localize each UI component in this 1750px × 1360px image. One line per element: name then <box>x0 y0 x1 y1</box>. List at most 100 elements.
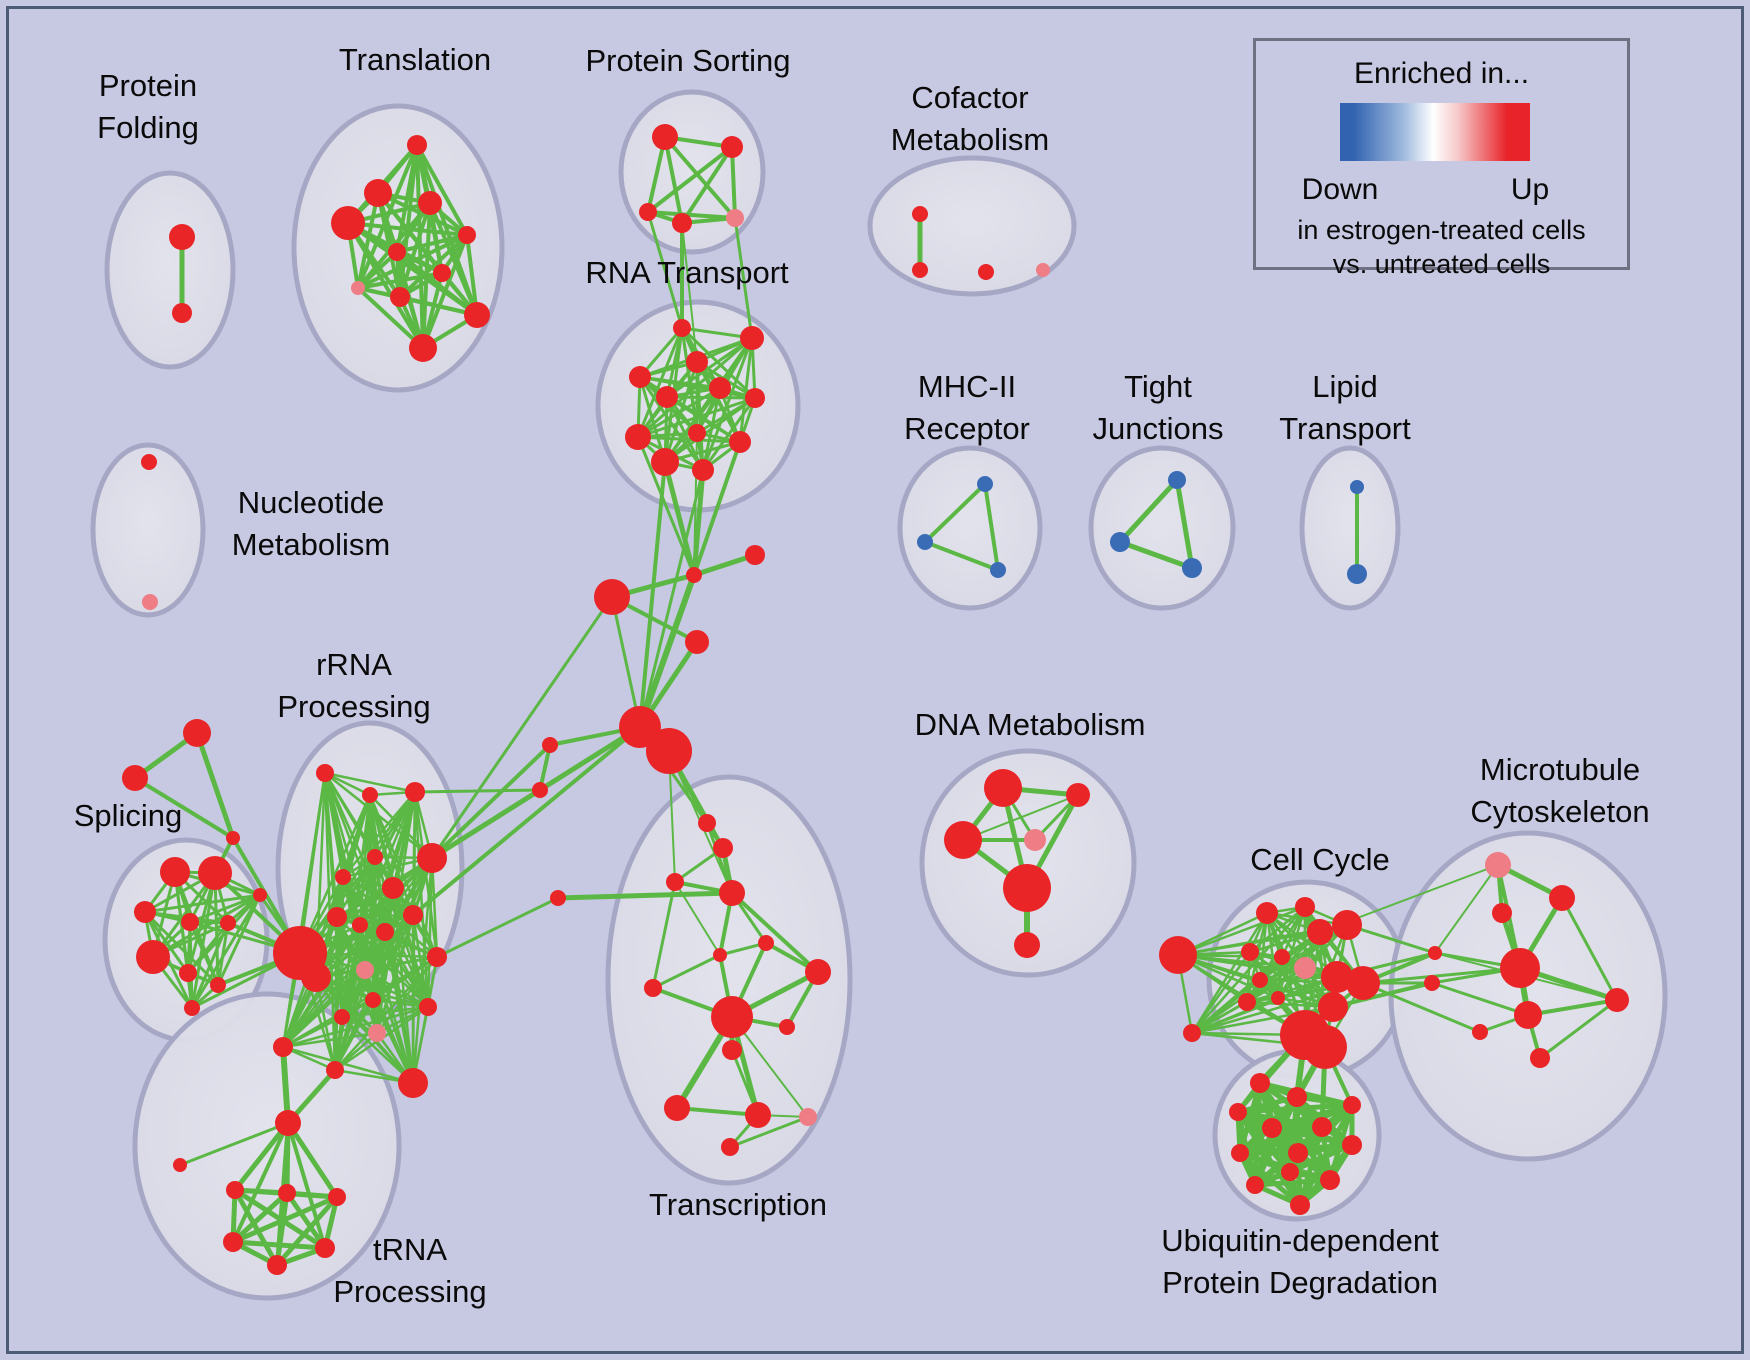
splicing-node <box>210 977 226 993</box>
rrna-edge <box>281 1005 430 1049</box>
rrna-node <box>419 998 437 1016</box>
mhc_receptor-label: MHC-II <box>918 369 1016 404</box>
dna_metabolism-node <box>1024 829 1046 851</box>
microtubule-edge <box>1430 981 1530 1017</box>
trna-node <box>267 1255 287 1275</box>
trna-node <box>275 1110 301 1136</box>
translation-edge <box>346 221 425 350</box>
rrna-node <box>301 962 331 992</box>
rna_transport-edge <box>701 396 757 472</box>
rrna-node <box>368 1024 386 1042</box>
ubiquitin-node <box>1312 1117 1332 1137</box>
cross-edge <box>413 788 542 794</box>
transcription-node <box>779 1019 795 1035</box>
cofactor-node <box>912 206 928 222</box>
nucleotide-node <box>142 594 158 610</box>
protein_folding-node <box>169 224 195 250</box>
translation-edge <box>465 233 479 317</box>
bridges-edge <box>610 595 642 729</box>
cluster-labels: Protein Folding Translation Protein Sorting… <box>74 42 1650 1309</box>
rrna-node <box>327 907 347 927</box>
protein_sorting-edge <box>730 145 737 220</box>
microtubule-node <box>1472 1024 1488 1040</box>
trna-edge <box>231 1121 290 1244</box>
translation-node <box>351 281 365 295</box>
microtubule-edge <box>1538 998 1619 1060</box>
ubiquitin-node <box>1320 1170 1340 1190</box>
ubiquitin-label: Protein Degradation <box>1162 1265 1438 1300</box>
cell_cycle-node <box>1307 919 1333 945</box>
dna_metabolism-region <box>919 748 1137 978</box>
splicing-node <box>160 857 190 887</box>
protein_sorting-edge <box>646 145 734 214</box>
cross-edge <box>411 725 642 917</box>
tight_junctions-node <box>1168 471 1186 489</box>
rna_transport-node <box>673 319 691 337</box>
cross-edge <box>1361 981 1482 1034</box>
rna_transport-node <box>651 448 679 476</box>
cell_cycle-node <box>1294 957 1316 979</box>
cell_cycle-edge <box>1190 1000 1249 1035</box>
tight_junctions-node <box>1182 558 1202 578</box>
transcription-node <box>745 1102 771 1128</box>
splicing-node <box>253 888 267 902</box>
rrna-edge <box>281 886 395 1049</box>
tight_junctions-label: Junctions <box>1093 411 1224 446</box>
translation-edge <box>356 271 444 290</box>
trna-edge <box>178 1121 290 1167</box>
lipid_transport-node <box>1350 480 1364 494</box>
cell_cycle-node <box>1252 972 1268 988</box>
cell_cycle-node <box>1346 966 1380 1000</box>
rna_transport-node <box>625 424 651 450</box>
trna-edge <box>274 1190 290 1268</box>
transcription-node <box>713 838 733 858</box>
transcription-node <box>805 959 831 985</box>
bridges-node <box>532 782 548 798</box>
rrna-edge <box>335 913 415 919</box>
dna_metabolism-node <box>984 769 1022 807</box>
cross-edge <box>662 459 697 578</box>
cofactor-label: Metabolism <box>891 122 1050 157</box>
mhc_receptor-node <box>977 476 993 492</box>
microtubule-edge <box>1434 864 1499 954</box>
rna_transport-node <box>729 431 751 453</box>
legend-title: Enriched in... <box>1353 57 1530 90</box>
cross-edge <box>555 890 735 901</box>
rrna-node <box>367 849 383 865</box>
protein_sorting-edge <box>663 135 684 225</box>
nucleotide-label: Metabolism <box>232 527 391 562</box>
nucleotide-node <box>141 454 157 470</box>
rrna-label: rRNA <box>316 647 392 682</box>
cell_cycle-node <box>1256 902 1278 924</box>
trna-edge <box>284 1190 328 1251</box>
rna_transport-edge <box>738 336 754 444</box>
ubiquitin-edge <box>1235 1102 1355 1115</box>
transcription-edge <box>651 880 677 990</box>
ubiquitin-node <box>1229 1103 1247 1121</box>
protein_sorting-node <box>639 203 657 221</box>
dna_metabolism-label: DNA Metabolism <box>915 707 1146 742</box>
splicing-edge <box>190 893 262 1010</box>
ubiquitin-edge <box>1235 1109 1303 1208</box>
cell_cycle-node <box>1303 1025 1347 1069</box>
translation-edge <box>398 295 479 317</box>
ubiquitin-node <box>1281 1163 1299 1181</box>
translation-node <box>390 287 410 307</box>
trna-edge <box>230 1239 328 1251</box>
transcription-label: Transcription <box>649 1187 827 1222</box>
cofactor-node <box>912 262 928 278</box>
rrna-edge <box>314 975 415 1085</box>
cell_cycle-node <box>1321 961 1353 993</box>
rna_transport-edge <box>636 396 757 439</box>
protein_sorting-node <box>652 124 678 150</box>
protein_sorting-node <box>672 213 692 233</box>
ubiquitin-edge <box>1297 1102 1355 1208</box>
rna_transport-node <box>740 326 764 350</box>
rrna-node <box>316 764 334 782</box>
protein_sorting-node <box>721 136 743 158</box>
rrna-edge <box>426 856 434 1009</box>
cross-edge <box>1361 966 1522 985</box>
rna_transport-edge <box>636 386 722 439</box>
dna_metabolism-node <box>1003 864 1051 912</box>
trna-edge <box>286 1121 327 1250</box>
